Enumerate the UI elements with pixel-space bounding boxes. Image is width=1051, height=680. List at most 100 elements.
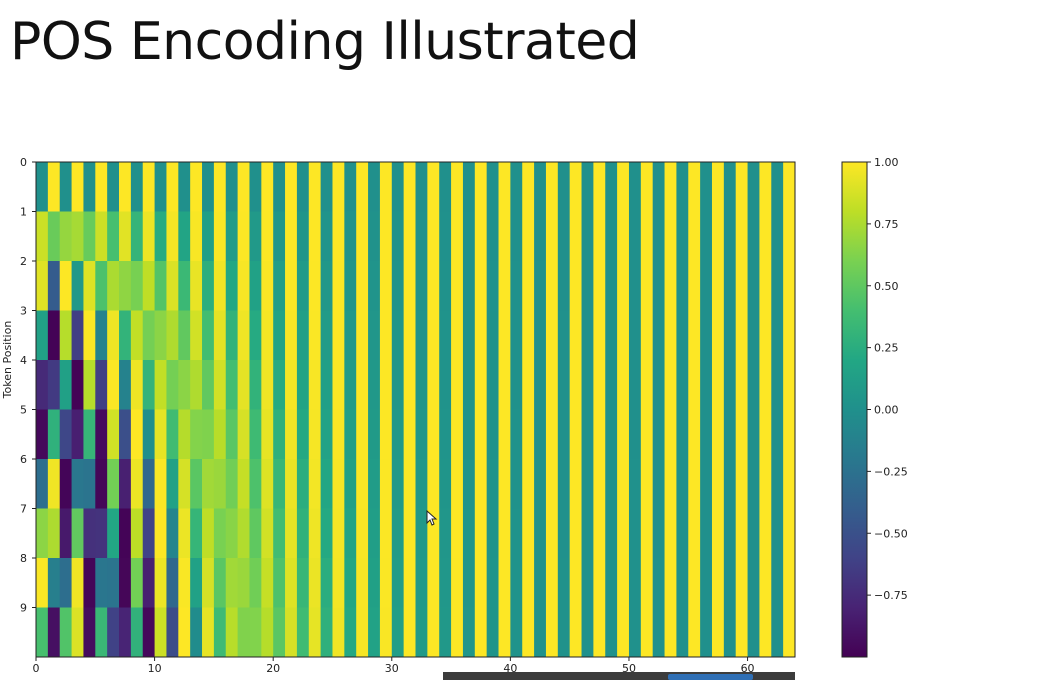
- heatmap-cell: [83, 558, 96, 608]
- heatmap-cell: [451, 459, 464, 509]
- heatmap-cell: [474, 310, 488, 361]
- heatmap-cell: [261, 261, 274, 311]
- heatmap-cell: [427, 607, 440, 658]
- heatmap-cell: [723, 409, 737, 460]
- heatmap-cell: [285, 261, 298, 311]
- heatmap-cell: [356, 360, 369, 410]
- heatmap-cell: [178, 508, 191, 559]
- heatmap-cell: [332, 459, 345, 509]
- heatmap-cell: [379, 310, 393, 361]
- heatmap-cell: [723, 607, 737, 658]
- heatmap-cell: [261, 459, 274, 509]
- heatmap-cell: [261, 558, 274, 608]
- heatmap-cell: [285, 508, 298, 559]
- heatmap-cell: [747, 508, 760, 559]
- heatmap-cell: [190, 508, 203, 559]
- heatmap-cell: [652, 459, 665, 509]
- heatmap-cell: [451, 409, 464, 460]
- heatmap-cell: [688, 211, 701, 262]
- heatmap-cell: [439, 211, 452, 262]
- heatmap-cell: [166, 211, 179, 262]
- heatmap-cell: [569, 459, 582, 509]
- heatmap-cell: [83, 459, 96, 509]
- heatmap-cell: [142, 409, 155, 460]
- heatmap-cell: [285, 162, 298, 212]
- heatmap-cell: [723, 211, 737, 262]
- heatmap-cell: [581, 607, 594, 658]
- heatmap-cell: [154, 360, 167, 410]
- heatmap-cell: [486, 459, 499, 509]
- heatmap-cell: [379, 162, 393, 212]
- heatmap-cell: [510, 508, 523, 559]
- heatmap-cell: [154, 162, 167, 212]
- heatmap-cell: [415, 261, 428, 311]
- heatmap-cell: [368, 409, 381, 460]
- heatmap-cell: [285, 607, 298, 658]
- heatmap-cell: [403, 310, 416, 361]
- heatmap-cell: [356, 162, 369, 212]
- heatmap-cell: [640, 558, 654, 608]
- heatmap-cell: [498, 211, 511, 262]
- heatmap-cell: [747, 459, 760, 509]
- heatmap-cell: [711, 360, 725, 410]
- heatmap-cell: [688, 607, 701, 658]
- heatmap-cell: [711, 261, 725, 311]
- heatmap-cell: [344, 508, 357, 559]
- heatmap-cell: [711, 607, 725, 658]
- heatmap-cell: [640, 261, 654, 311]
- heatmap-cell: [249, 211, 262, 262]
- heatmap-cell: [368, 162, 381, 212]
- heatmap-cell: [332, 409, 345, 460]
- heatmap-cell: [700, 360, 713, 410]
- heatmap-cell: [652, 360, 665, 410]
- heatmap-cell: [320, 607, 333, 658]
- heatmap-cell: [783, 360, 796, 410]
- video-control-bar[interactable]: [443, 672, 795, 680]
- heatmap-cell: [142, 558, 155, 608]
- heatmap-cell: [451, 607, 464, 658]
- heatmap-cell: [569, 261, 582, 311]
- heatmap-cell: [190, 607, 203, 658]
- heatmap-cell: [462, 162, 476, 212]
- heatmap-cell: [237, 558, 250, 608]
- heatmap-cell: [522, 310, 535, 361]
- heatmap-cell: [451, 558, 464, 608]
- heatmap-cell: [36, 409, 49, 460]
- heatmap-cell: [462, 558, 476, 608]
- heatmap-cell: [569, 607, 582, 658]
- heatmap-cell: [59, 211, 72, 262]
- heatmap-cell: [510, 360, 523, 410]
- heatmap-cell: [688, 459, 701, 509]
- heatmap-cell: [166, 310, 179, 361]
- heatmap-cell: [273, 162, 286, 212]
- heatmap-cell: [273, 607, 286, 658]
- heatmap-cell: [36, 558, 49, 608]
- heatmap-cell: [640, 360, 654, 410]
- heatmap-cell: [296, 261, 310, 311]
- heatmap-cell: [107, 261, 120, 311]
- y-tick-label: 4: [20, 354, 27, 367]
- heatmap-cell: [462, 409, 476, 460]
- heatmap-cell: [190, 360, 203, 410]
- colorbar-tick-label: 1.00: [874, 156, 899, 169]
- heatmap-cell: [688, 162, 701, 212]
- colorbar-tick-label: −0.50: [874, 527, 908, 540]
- heatmap-cell: [178, 558, 191, 608]
- heatmap-cell: [664, 558, 677, 608]
- heatmap-cell: [747, 409, 760, 460]
- heatmap-cell: [47, 508, 61, 559]
- heatmap-cell: [545, 261, 559, 311]
- heatmap-cell: [783, 409, 796, 460]
- heatmap-cell: [474, 211, 488, 262]
- heatmap-cell: [723, 360, 737, 410]
- heatmap-cell: [320, 409, 333, 460]
- heatmap-cell: [593, 558, 606, 608]
- heatmap-cell: [142, 607, 155, 658]
- heatmap-cell: [178, 261, 191, 311]
- heatmap-cell: [249, 360, 262, 410]
- heatmap-cell: [735, 409, 748, 460]
- heatmap-cell: [71, 261, 84, 311]
- heatmap-cell: [569, 360, 582, 410]
- heatmap-cell: [213, 310, 227, 361]
- heatmap-cell: [379, 558, 393, 608]
